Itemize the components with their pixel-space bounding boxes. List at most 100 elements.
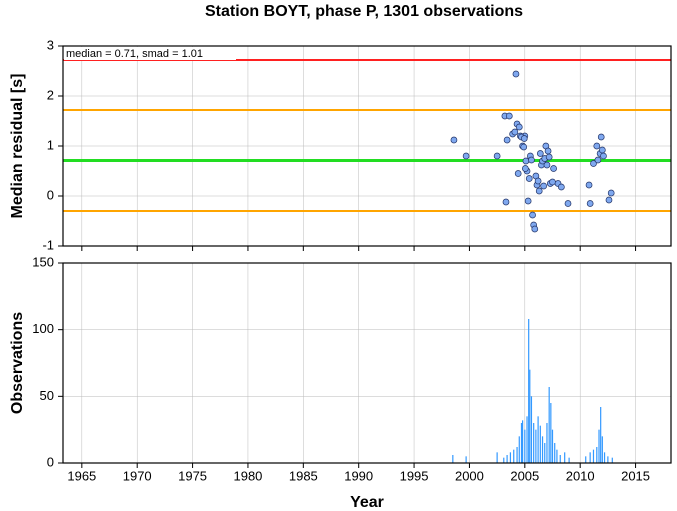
y-tick-label: 3 <box>47 37 54 52</box>
point <box>520 135 528 142</box>
bar <box>589 452 591 463</box>
annotation: median = 0.71, smad = 1.01 <box>66 48 203 60</box>
point <box>522 165 529 172</box>
bar <box>568 457 570 463</box>
point <box>558 183 565 191</box>
x-tick-label: 1995 <box>400 468 429 483</box>
point <box>511 128 519 136</box>
bar <box>598 429 600 463</box>
bar <box>506 455 508 463</box>
point <box>535 187 543 195</box>
x-tick-label: 1975 <box>178 468 207 483</box>
y-tick-label: 0 <box>47 187 54 202</box>
bar <box>533 423 535 463</box>
bar <box>503 457 505 463</box>
bar <box>539 425 541 463</box>
point <box>534 177 542 185</box>
x-tick-label: 2015 <box>621 468 650 483</box>
point <box>594 156 602 164</box>
y-tick-label: -1 <box>42 237 54 252</box>
x-tick-label: 2010 <box>566 468 595 483</box>
point <box>462 152 470 160</box>
point <box>522 157 530 165</box>
point <box>550 165 557 172</box>
x-tick-label: 2005 <box>510 468 539 483</box>
x-tick-label: 1970 <box>123 468 152 483</box>
bar <box>452 455 454 463</box>
bar <box>546 423 548 463</box>
point <box>564 200 572 207</box>
y-tick-label: 150 <box>32 254 54 269</box>
x-axis-label: Year <box>350 494 384 511</box>
point <box>512 70 520 78</box>
x-tick-label: 2000 <box>455 468 484 483</box>
point <box>505 112 513 120</box>
bar <box>550 403 552 463</box>
bar <box>509 452 512 463</box>
point <box>605 196 613 204</box>
y-axis-label: Median residual [s] <box>9 74 26 219</box>
bar <box>526 416 528 463</box>
y-tick-label: 0 <box>47 454 54 469</box>
point <box>515 123 523 131</box>
point <box>524 197 532 205</box>
point <box>607 189 615 197</box>
bar <box>592 449 595 463</box>
bar <box>521 420 524 463</box>
point <box>544 147 552 155</box>
bar <box>516 447 518 463</box>
bar <box>518 436 520 463</box>
y-tick-label: 100 <box>32 321 54 336</box>
bar <box>551 429 554 463</box>
bar <box>554 443 556 463</box>
point <box>540 182 547 190</box>
bar <box>611 457 613 463</box>
point <box>502 198 510 206</box>
bar <box>600 407 602 463</box>
bar <box>607 456 609 463</box>
plot-frame <box>62 262 672 464</box>
bar <box>559 455 561 463</box>
point <box>545 153 553 161</box>
bar <box>530 396 533 463</box>
y-tick-label: 1 <box>47 137 54 152</box>
bar <box>513 449 515 463</box>
y-tick-label: 2 <box>47 87 54 102</box>
bar <box>528 319 530 463</box>
point <box>598 146 606 154</box>
y-axis-label: Observations <box>9 312 26 414</box>
bar <box>529 369 531 463</box>
point <box>597 133 605 141</box>
chart-title: Station BOYT, phase P, 1301 observations <box>205 3 523 20</box>
x-tick-label: 1980 <box>233 468 262 483</box>
plot-frame <box>62 45 672 247</box>
x-tick-label: 1990 <box>344 468 373 483</box>
annotation-box <box>64 47 236 60</box>
point <box>529 211 536 219</box>
point <box>525 175 533 182</box>
point <box>600 152 607 160</box>
point <box>531 225 539 233</box>
point <box>493 152 501 160</box>
x-tick-label: 1985 <box>289 468 318 483</box>
bar <box>603 452 606 463</box>
bar <box>585 456 587 463</box>
bar <box>548 387 550 463</box>
point <box>543 161 551 169</box>
bar <box>544 443 546 463</box>
bar <box>524 429 526 463</box>
bar <box>520 423 523 463</box>
bar <box>496 452 498 463</box>
bar <box>541 436 544 463</box>
x-tick-label: 1965 <box>67 468 96 483</box>
bar <box>601 436 603 463</box>
point <box>549 178 556 186</box>
point <box>536 150 544 157</box>
point <box>585 181 593 189</box>
point <box>590 160 597 167</box>
point <box>593 142 601 150</box>
point <box>514 170 522 177</box>
point <box>450 136 458 144</box>
